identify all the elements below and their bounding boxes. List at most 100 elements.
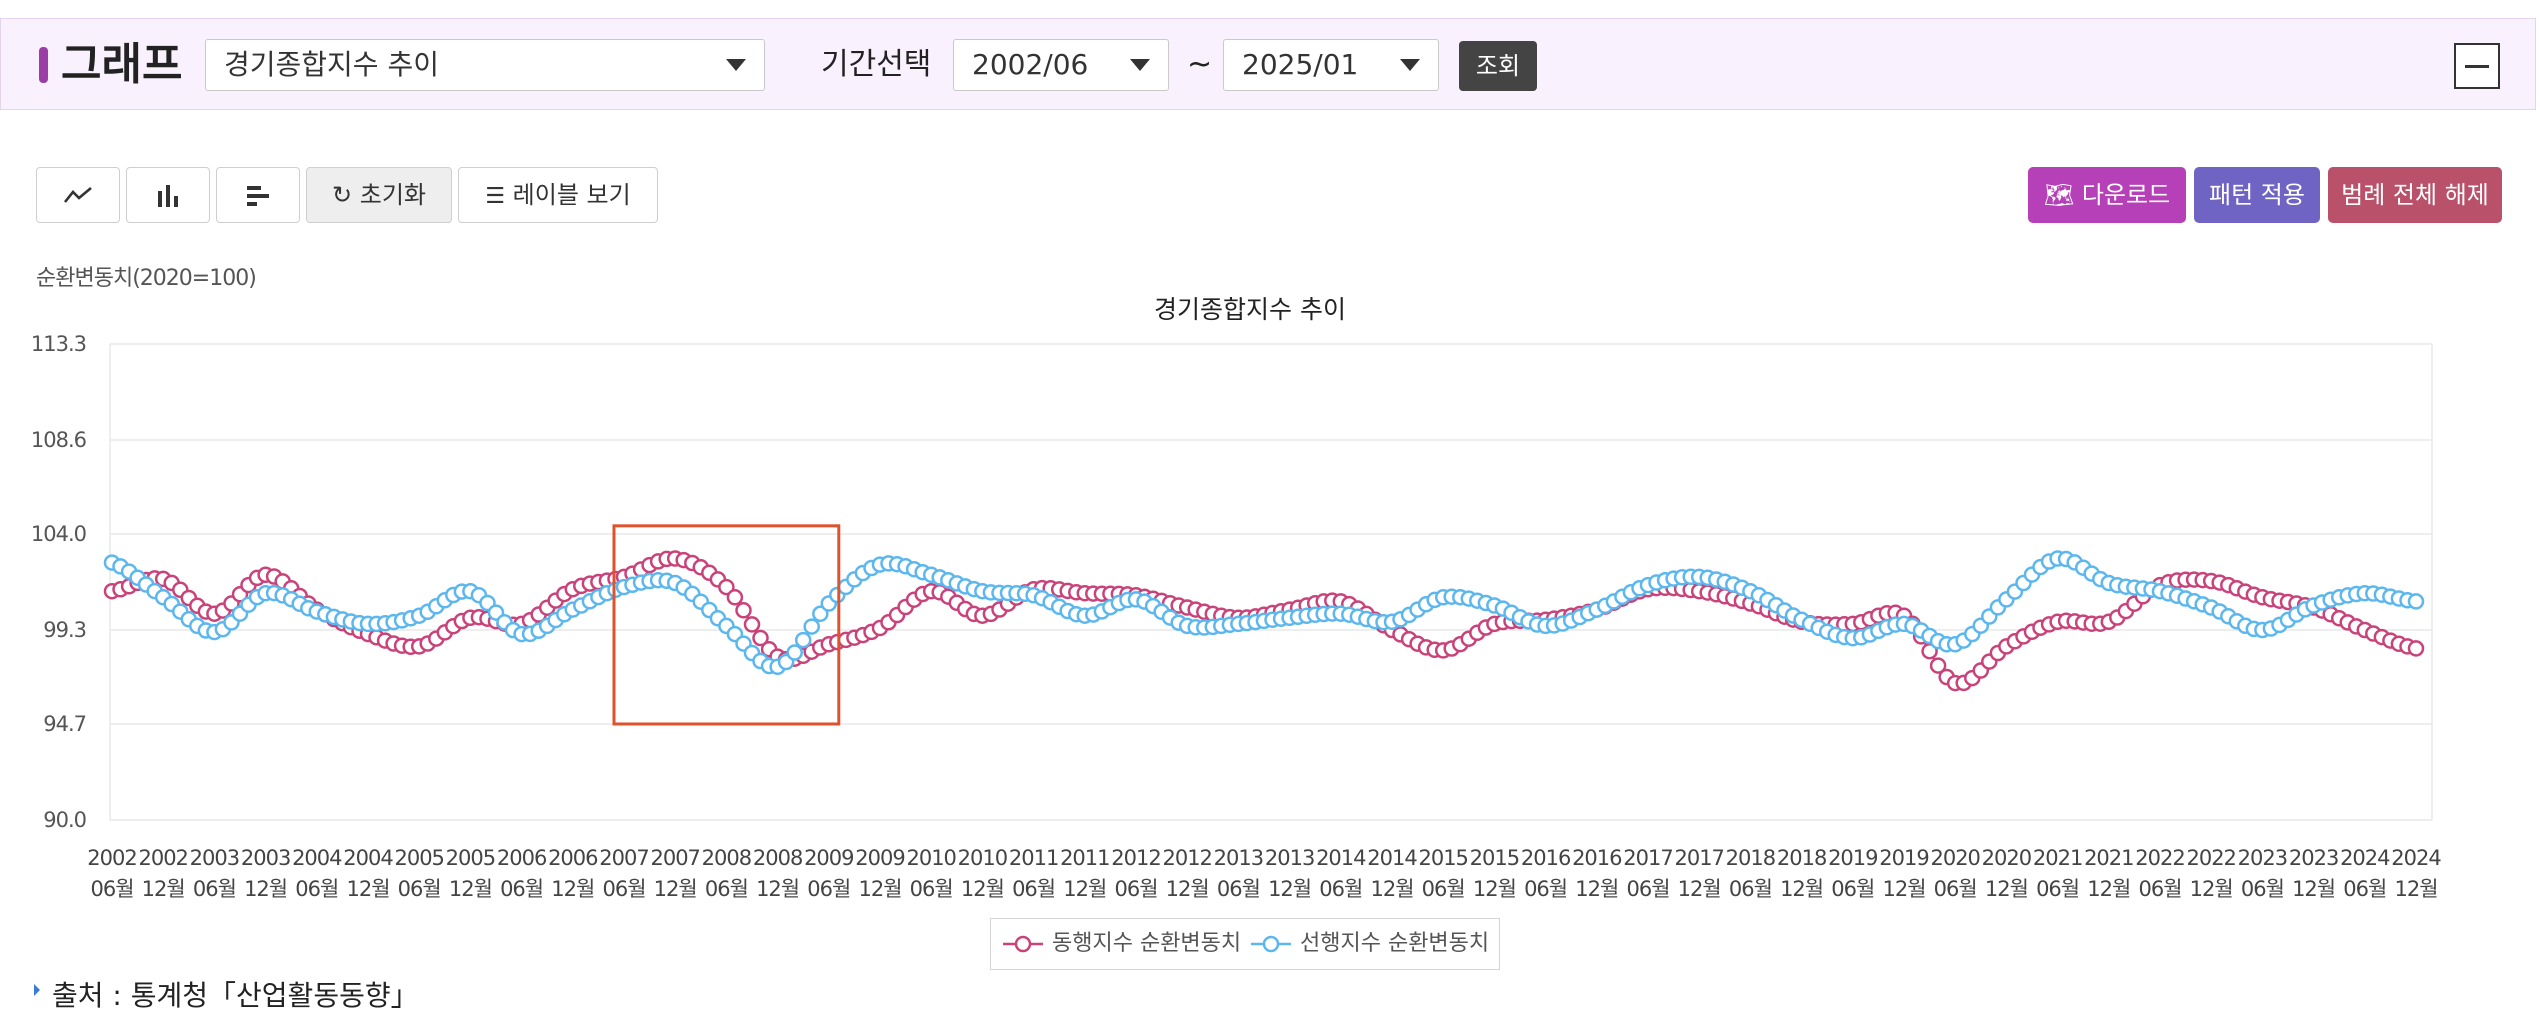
- y-tick-label: 90.0: [43, 808, 86, 832]
- bar-chart-icon: [158, 185, 178, 207]
- x-tick-month: 06월: [2343, 877, 2386, 901]
- x-tick-month: 06월: [807, 877, 850, 901]
- x-tick-month: 12월: [1882, 877, 1925, 901]
- x-tick-month: 12월: [1370, 877, 1413, 901]
- legend-label-leading: 선행지수 순환변동치: [1300, 931, 1490, 956]
- x-tick-year: 2023: [2238, 846, 2287, 870]
- download-label: 다운로드: [2081, 181, 2171, 209]
- x-tick-month: 12월: [654, 877, 697, 901]
- legend-item-coincident[interactable]: 동행지수 순환변동치: [1001, 919, 1241, 969]
- data-point-leading: [803, 618, 820, 635]
- page-title: 그래프: [61, 39, 183, 90]
- x-tick-year: 2002: [138, 846, 187, 870]
- x-tick-year: 2016: [1572, 846, 1622, 870]
- bar-chart-button[interactable]: [126, 167, 210, 223]
- period-label: 기간선택: [821, 47, 932, 82]
- x-tick-year: 2007: [599, 846, 648, 870]
- x-tick-year: 2019: [1879, 846, 1928, 870]
- start-period-value: 2002/06: [972, 48, 1089, 81]
- x-tick-year: 2015: [1470, 846, 1519, 870]
- start-period-select[interactable]: 2002/06: [953, 39, 1169, 91]
- horizontal-bar-icon: [247, 186, 269, 206]
- x-tick-month: 06월: [193, 877, 236, 901]
- x-tick-month: 06월: [90, 877, 133, 901]
- x-tick-month: 12월: [2190, 877, 2233, 901]
- legend-clear-button[interactable]: 범례 전체 해제: [2328, 167, 2502, 223]
- x-tick-month: 06월: [2138, 877, 2181, 901]
- refresh-icon: ↻: [332, 181, 353, 209]
- x-tick-year: 2020: [1930, 846, 1979, 870]
- indicator-select[interactable]: 경기종합지수 추이: [205, 39, 765, 91]
- data-point-coincident: [743, 616, 761, 633]
- x-tick-year: 2006: [548, 846, 598, 870]
- x-tick-month: 12월: [961, 877, 1004, 901]
- horizontal-bar-button[interactable]: [216, 167, 300, 223]
- x-tick-year: 2003: [190, 846, 239, 870]
- x-tick-year: 2004: [292, 846, 342, 870]
- x-tick-year: 2024: [2340, 846, 2390, 870]
- query-button[interactable]: 조회: [1459, 41, 1537, 91]
- y-tick-label: 104.0: [31, 522, 86, 546]
- source-note: 출처 : 통계청「산업활동동향」: [34, 976, 419, 1016]
- bullet-icon: [34, 984, 40, 996]
- x-tick-month: 06월: [1626, 877, 1669, 901]
- data-point-coincident: [752, 629, 769, 647]
- data-point-coincident: [2407, 640, 2425, 657]
- x-tick-month: 06월: [1114, 877, 1157, 901]
- data-point-leading: [786, 644, 803, 661]
- download-button[interactable]: 🗺 다운로드: [2028, 167, 2186, 223]
- x-tick-month: 12월: [1678, 877, 1721, 901]
- reset-label: 초기화: [359, 181, 426, 209]
- x-tick-month: 06월: [910, 877, 953, 901]
- data-point-leading: [2407, 593, 2425, 610]
- x-tick-year: 2015: [1418, 846, 1467, 870]
- x-tick-month: 12월: [756, 877, 799, 901]
- line-chart-button[interactable]: [36, 167, 120, 223]
- chart-title: 경기종합지수 추이: [1154, 295, 1346, 324]
- x-tick-year: 2011: [1060, 846, 1109, 870]
- x-tick-month: 12월: [1780, 877, 1823, 901]
- x-tick-month: 12월: [1985, 877, 2028, 901]
- x-tick-year: 2022: [2186, 846, 2235, 870]
- x-tick-year: 2013: [1265, 846, 1314, 870]
- x-tick-month: 12월: [244, 877, 287, 901]
- x-tick-month: 06월: [500, 877, 543, 901]
- x-tick-year: 2021: [2033, 846, 2082, 870]
- x-tick-year: 2011: [1009, 846, 1058, 870]
- x-tick-month: 06월: [1422, 877, 1465, 901]
- chevron-down-icon: [726, 59, 746, 71]
- x-tick-month: 06월: [1217, 877, 1260, 901]
- y-tick-label: 113.3: [31, 332, 86, 356]
- x-tick-month: 12월: [142, 877, 185, 901]
- x-tick-year: 2022: [2135, 846, 2184, 870]
- x-tick-month: 12월: [1166, 877, 1209, 901]
- end-period-select[interactable]: 2025/01: [1223, 39, 1439, 91]
- x-tick-month: 12월: [346, 877, 389, 901]
- x-tick-month: 12월: [1268, 877, 1311, 901]
- x-tick-month: 12월: [551, 877, 594, 901]
- x-tick-year: 2005: [394, 846, 443, 870]
- x-tick-month: 06월: [705, 877, 748, 901]
- x-tick-year: 2019: [1828, 846, 1877, 870]
- x-tick-year: 2004: [343, 846, 393, 870]
- x-tick-month: 06월: [1831, 877, 1874, 901]
- x-tick-month: 12월: [2292, 877, 2335, 901]
- chart-legend: 동행지수 순환변동치 선행지수 순환변동치: [990, 918, 1500, 970]
- x-tick-month: 06월: [295, 877, 338, 901]
- legend-marker-coincident: [1003, 935, 1043, 953]
- label-view-button[interactable]: ☰ 레이블 보기: [458, 167, 658, 223]
- x-tick-year: 2007: [650, 846, 699, 870]
- x-tick-year: 2013: [1214, 846, 1263, 870]
- pattern-button[interactable]: 패턴 적용: [2194, 167, 2320, 223]
- x-tick-month: 06월: [2036, 877, 2079, 901]
- data-point-coincident: [735, 602, 752, 619]
- x-tick-year: 2016: [1521, 846, 1571, 870]
- map-icon: 🗺: [2043, 181, 2075, 209]
- legend-item-leading[interactable]: 선행지수 순환변동치: [1249, 919, 1489, 969]
- x-tick-month: 06월: [602, 877, 645, 901]
- line-chart-icon: [63, 187, 92, 203]
- collapse-button[interactable]: [2454, 43, 2500, 89]
- y-tick-label: 99.3: [43, 618, 86, 642]
- reset-button[interactable]: ↻ 초기화: [306, 167, 452, 223]
